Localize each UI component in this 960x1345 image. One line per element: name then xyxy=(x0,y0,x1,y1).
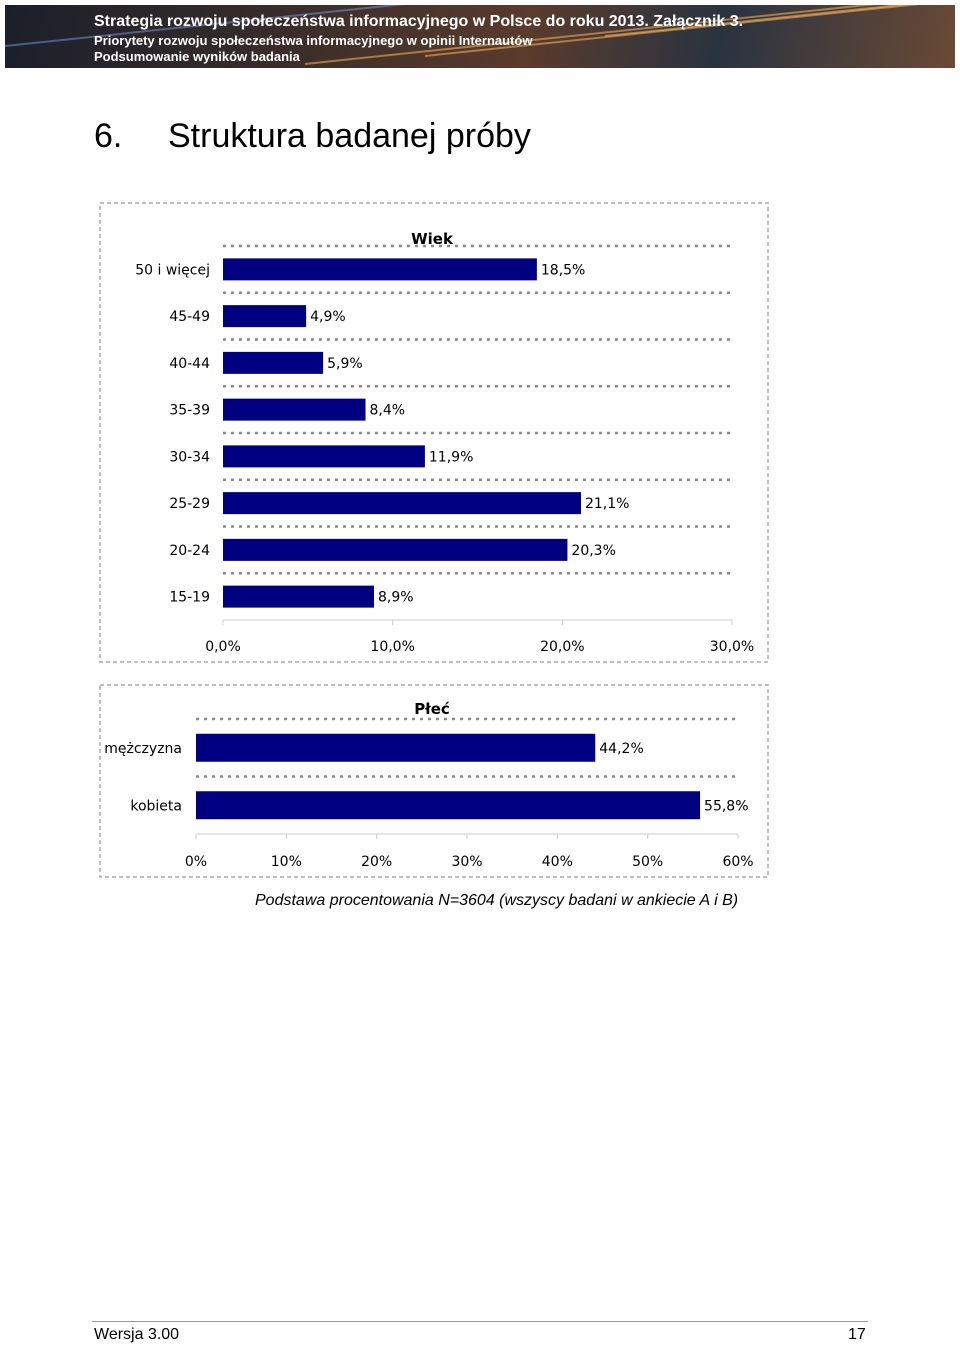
bar xyxy=(223,445,425,468)
category-label: mężczyzna xyxy=(104,741,182,757)
bar xyxy=(223,305,307,328)
category-label: 15-19 xyxy=(169,590,210,606)
category-label: 40-44 xyxy=(169,356,210,372)
x-tick-label: 10,0% xyxy=(370,639,414,655)
bar xyxy=(223,351,324,374)
x-tick-label: 30,0% xyxy=(710,639,754,655)
footer-divider xyxy=(92,1321,868,1322)
data-label: 55,8% xyxy=(704,798,748,814)
x-tick-label: 30% xyxy=(451,854,482,870)
x-tick-label: 20,0% xyxy=(540,639,584,655)
bar xyxy=(196,791,701,820)
chart-sex-title: Płeć xyxy=(414,700,450,718)
chart-age-title: Wiek xyxy=(411,230,454,248)
bar xyxy=(223,492,581,515)
bar xyxy=(223,398,366,421)
category-label: 25-29 xyxy=(169,496,210,512)
header-subtitle-2: Podsumowanie wyników badania xyxy=(94,49,300,64)
bar xyxy=(223,258,537,281)
header-subtitle: Priorytety rozwoju społeczeństwa informa… xyxy=(94,33,533,48)
category-label: kobieta xyxy=(130,798,182,814)
x-tick-label: 10% xyxy=(271,854,302,870)
category-label: 30-34 xyxy=(169,449,210,465)
x-tick-label: 40% xyxy=(542,854,573,870)
chart-age-frame xyxy=(99,202,769,663)
category-label: 35-39 xyxy=(169,403,210,419)
x-tick-label: 20% xyxy=(361,854,392,870)
footer-version: Wersja 3.00 xyxy=(94,1326,180,1343)
category-label: 20-24 xyxy=(169,543,210,559)
chart-age: Wiek 50 i więcej 18,5% 45-49 4,9% 40-44 5,9% 3… xyxy=(99,202,769,663)
data-label: 5,9% xyxy=(327,356,363,372)
x-tick-label: 0% xyxy=(185,854,207,870)
data-label: 20,3% xyxy=(571,543,615,559)
header-title: Strategia rozwoju społeczeństwa informac… xyxy=(94,13,744,30)
data-label: 11,9% xyxy=(429,449,473,465)
data-label: 8,9% xyxy=(378,590,414,606)
data-label: 21,1% xyxy=(585,496,629,512)
section-title: 6. Struktura badanej próby xyxy=(94,117,531,156)
category-label: 50 i więcej xyxy=(135,262,210,278)
chart-sex-frame xyxy=(99,684,769,878)
section-heading: Struktura badanej próby xyxy=(168,117,531,155)
bar xyxy=(196,733,596,762)
x-tick-label: 50% xyxy=(632,854,663,870)
data-label: 44,2% xyxy=(599,741,643,757)
footer-page-number: 17 xyxy=(848,1326,866,1343)
section-number: 6. xyxy=(94,117,123,155)
bar xyxy=(223,585,375,608)
footnote: Podstawa procentowania N=3604 (wszyscy b… xyxy=(255,892,739,909)
x-tick-label: 0,0% xyxy=(205,639,241,655)
chart-sex: Płeć mężczyzna 44,2% kobieta 55,8% 0% 10% 20%… xyxy=(99,684,769,878)
x-tick-label: 60% xyxy=(722,854,753,870)
header-banner: Strategia rozwoju społeczeństwa informac… xyxy=(5,5,955,68)
data-label: 4,9% xyxy=(310,309,346,325)
bar xyxy=(223,538,568,561)
category-label: 45-49 xyxy=(169,309,210,325)
data-label: 8,4% xyxy=(370,403,406,419)
data-label: 18,5% xyxy=(541,262,585,278)
